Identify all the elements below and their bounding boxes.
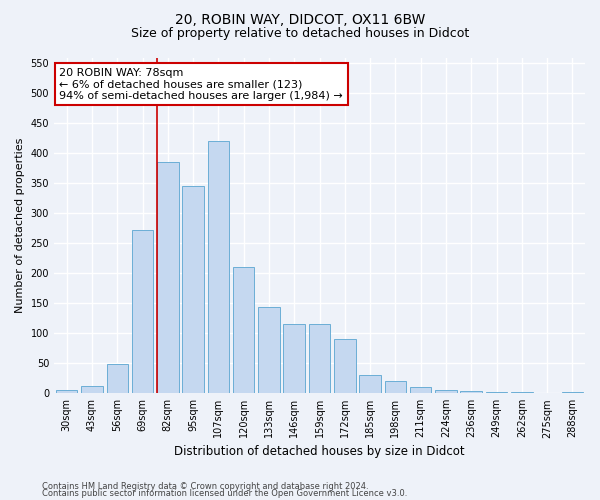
Bar [208, 142, 229, 393]
Bar [81, 386, 103, 393]
Bar [385, 381, 406, 393]
Bar [233, 266, 254, 393]
Bar [182, 186, 204, 393]
Y-axis label: Number of detached properties: Number of detached properties [15, 138, 25, 313]
Bar [435, 390, 457, 393]
Bar [258, 308, 280, 393]
Text: Contains HM Land Registry data © Crown copyright and database right 2024.: Contains HM Land Registry data © Crown c… [42, 482, 368, 491]
Text: 20 ROBIN WAY: 78sqm
← 6% of detached houses are smaller (123)
94% of semi-detach: 20 ROBIN WAY: 78sqm ← 6% of detached hou… [59, 68, 343, 101]
Bar [486, 392, 507, 393]
Bar [410, 387, 431, 393]
Text: Contains public sector information licensed under the Open Government Licence v3: Contains public sector information licen… [42, 490, 407, 498]
Bar [511, 392, 533, 393]
X-axis label: Distribution of detached houses by size in Didcot: Distribution of detached houses by size … [174, 444, 465, 458]
Bar [309, 324, 330, 393]
Bar [334, 339, 356, 393]
Bar [157, 162, 179, 393]
Text: Size of property relative to detached houses in Didcot: Size of property relative to detached ho… [131, 28, 469, 40]
Bar [460, 391, 482, 393]
Text: 20, ROBIN WAY, DIDCOT, OX11 6BW: 20, ROBIN WAY, DIDCOT, OX11 6BW [175, 12, 425, 26]
Bar [283, 324, 305, 393]
Bar [107, 364, 128, 393]
Bar [359, 375, 381, 393]
Bar [536, 392, 558, 393]
Bar [562, 392, 583, 393]
Bar [132, 230, 153, 393]
Bar [56, 390, 77, 393]
